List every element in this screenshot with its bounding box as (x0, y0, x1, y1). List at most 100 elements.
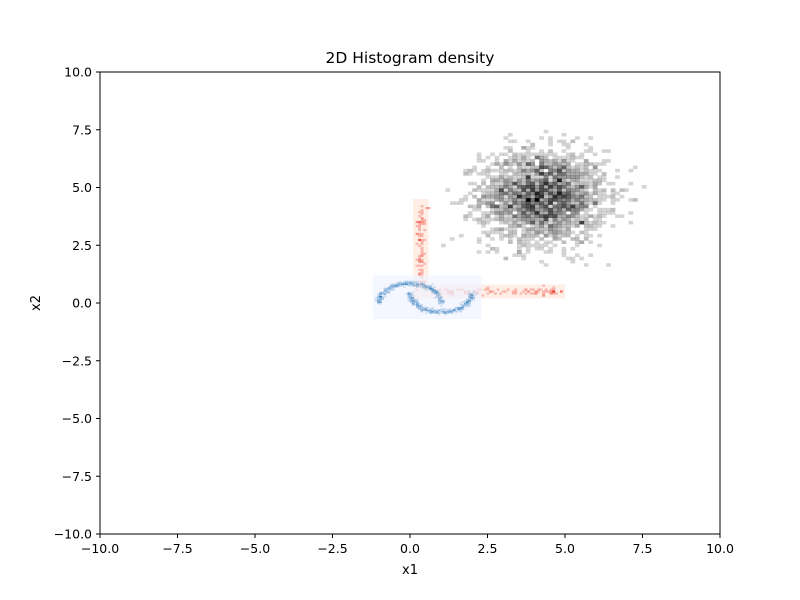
density-bin (565, 165, 571, 170)
density-bin (561, 178, 567, 183)
density-bin (416, 299, 419, 302)
density-bin (433, 297, 437, 299)
density-bin (418, 238, 421, 242)
density-bin (543, 250, 549, 254)
density-bin (547, 290, 551, 293)
density-bin (525, 178, 531, 183)
density-bin (516, 246, 522, 251)
density-bin (429, 286, 432, 288)
density-bin (494, 207, 500, 212)
density-bin (570, 230, 576, 235)
density-bin (525, 139, 531, 144)
density-bin (437, 295, 441, 298)
density-bin (481, 217, 486, 222)
density-bin (463, 305, 467, 308)
density-bin (534, 217, 540, 222)
density-bin (418, 244, 421, 248)
density-bin (503, 198, 509, 202)
density-bin (429, 289, 432, 291)
density-bin (516, 211, 522, 215)
density-bin (534, 191, 540, 196)
density-bin (597, 214, 602, 218)
density-bin (418, 228, 421, 232)
density-bin (490, 204, 495, 209)
density-bin (414, 298, 417, 301)
density-bin (588, 220, 594, 225)
density-bin (552, 191, 558, 196)
density-bin (592, 227, 598, 231)
density-bin (543, 201, 549, 205)
density-bin (524, 288, 528, 291)
density-bin (407, 280, 410, 283)
density-bin (530, 175, 536, 179)
density-bin (511, 292, 515, 295)
density-bin (583, 211, 589, 215)
density-bin (588, 224, 594, 228)
density-bin (552, 175, 558, 179)
density-bin (476, 240, 482, 244)
x-tick-label: −10.0 (81, 541, 119, 556)
density-bin (485, 155, 491, 160)
density-bin (521, 201, 527, 205)
density-bin (570, 152, 576, 157)
density-bin (574, 253, 580, 257)
density-bin (463, 302, 467, 305)
density-bin (557, 185, 562, 189)
density-bin (514, 290, 518, 293)
density-bin (552, 201, 558, 205)
density-bin (539, 207, 544, 212)
density-bin (557, 220, 562, 225)
density-bin (405, 293, 408, 295)
density-bin (379, 293, 382, 295)
density-bin (485, 233, 491, 238)
density-bin (414, 280, 417, 283)
density-bin (476, 172, 482, 176)
density-bin (574, 168, 580, 173)
density-bin (440, 298, 443, 301)
density-bin (539, 198, 544, 202)
density-bin (440, 295, 443, 298)
density-bin (407, 284, 410, 287)
density-bin (561, 172, 567, 176)
density-bin (418, 304, 421, 306)
density-bin (507, 214, 513, 218)
density-bin (561, 201, 567, 205)
density-bin (468, 302, 471, 305)
density-bin (548, 185, 553, 189)
density-bin (418, 306, 421, 309)
density-bin (437, 297, 441, 299)
density-bin (561, 220, 567, 225)
density-bin (557, 178, 562, 183)
density-bin (403, 282, 406, 284)
density-bin (561, 204, 567, 209)
density-bin (490, 175, 495, 179)
density-region (372, 275, 482, 320)
density-bin (442, 310, 445, 313)
density-bin (588, 162, 594, 166)
density-bin (472, 168, 478, 173)
density-bin (561, 214, 567, 218)
density-bin (422, 286, 426, 288)
density-bin (597, 175, 602, 179)
density-bin (592, 168, 598, 173)
density-bin (530, 191, 536, 196)
density-bin (512, 155, 518, 160)
density-bin (435, 291, 439, 294)
density-bin (539, 165, 544, 170)
density-bin (494, 175, 500, 179)
density-layer-blues (372, 275, 482, 320)
density-bin (548, 227, 553, 231)
density-bin (565, 194, 571, 199)
density-bin (516, 162, 522, 166)
density-bin (521, 253, 527, 257)
density-bin (516, 159, 522, 163)
density-bin (552, 290, 556, 293)
density-bin (583, 201, 589, 205)
density-bin (583, 237, 589, 241)
density-bin (409, 298, 413, 301)
density-bin (512, 201, 518, 205)
density-bin (525, 172, 531, 176)
y-tick-label: 7.5 (72, 122, 92, 137)
density-bin (521, 165, 527, 170)
